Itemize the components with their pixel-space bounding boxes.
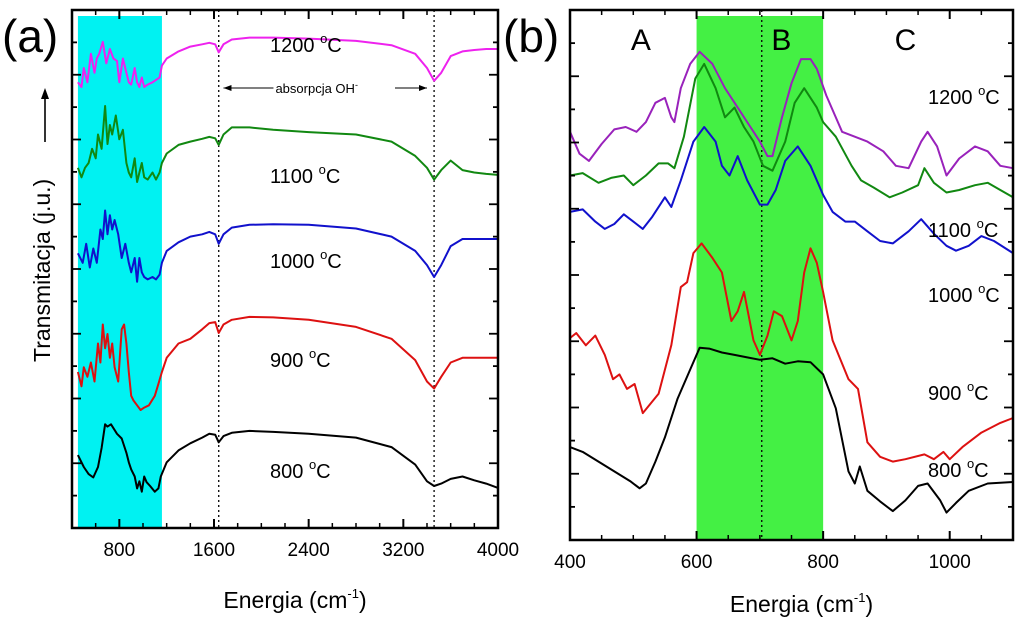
x-tick-label-a-2400: 2400	[288, 540, 330, 561]
annotation-arrowhead-left	[223, 85, 232, 91]
region-label-A: A	[631, 24, 651, 57]
series-line-a-1000C	[77, 209, 498, 283]
highlight-band-b	[696, 16, 824, 540]
panel-a-label: (a)	[2, 10, 58, 62]
highlight-band-a	[77, 16, 162, 528]
x-tick-label-b-1000: 1000	[929, 552, 971, 573]
series-label-a-1200C: 1200 oC	[270, 31, 342, 57]
y-axis-title: Transmitacja (j.u.)	[29, 88, 55, 362]
series-line-b-1000C	[569, 126, 1014, 254]
x-tick-label-a-3200: 3200	[382, 540, 424, 561]
series-label-b-1000C: 1000 oC	[928, 281, 1000, 307]
series-label-a-800C: 800 oC	[270, 457, 331, 483]
series-line-a-1200C	[77, 36, 498, 88]
series-label-a-1100C: 1100 oC	[270, 162, 340, 188]
annotation-label: absorpcja OH-	[275, 80, 357, 96]
y-axis-arrowhead	[41, 88, 49, 99]
x-tick-label-b-800: 800	[807, 552, 839, 573]
series-label-a-1000C: 1000 oC	[270, 247, 342, 273]
panel-a-chart: 800 oC 900 oC 1000 oC 1100 oC 1200 oC 800 1600…	[70, 8, 519, 613]
series-label-b-900C: 900 oC	[928, 379, 989, 405]
x-axis-title-a: Energia (cm-1)	[223, 586, 366, 613]
series-label-b-1100C: 1100 oC	[928, 216, 998, 242]
series-line-a-800C	[77, 423, 499, 493]
region-label-C: C	[895, 24, 917, 57]
region-label-B: B	[771, 24, 791, 57]
series-label-b-800C: 800 oC	[928, 456, 989, 482]
x-tick-label-a-800: 800	[103, 540, 135, 561]
x-tick-label-a-4000: 4000	[477, 540, 519, 561]
x-tick-label-b-400: 400	[554, 552, 586, 573]
y-axis-title-text: Transmitacja (j.u.)	[29, 179, 55, 362]
series-line-b-900C	[569, 242, 1014, 463]
annotation-arrowhead-right	[419, 85, 427, 91]
x-axis-title-b: Energia (cm-1)	[730, 590, 873, 617]
series-line-b-1100C	[569, 62, 1014, 199]
x-tick-label-b-600: 600	[681, 552, 713, 573]
x-tick-label-a-1600: 1600	[193, 540, 235, 561]
series-line-b-800C	[569, 346, 1014, 514]
series-label-a-900C: 900 oC	[270, 346, 331, 372]
series-line-a-900C	[76, 315, 498, 411]
series-line-a-1100C	[76, 105, 499, 183]
panel-b-chart: 800 oC 900 oC 1000 oC 1100 oC 1200 oC 400 600 8…	[554, 8, 1015, 617]
series-label-b-1200C: 1200 oC	[928, 83, 1000, 109]
series-line-b-1200C	[569, 50, 1014, 177]
panel-b-label: (b)	[503, 10, 559, 62]
